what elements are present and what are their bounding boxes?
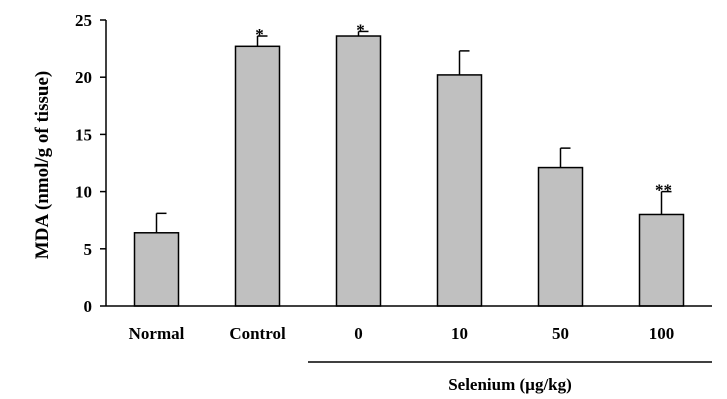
significance-marker: * — [356, 20, 365, 39]
y-tick-label: 10 — [75, 183, 92, 202]
x-tick-label: 100 — [649, 324, 675, 343]
x-tick-label: Normal — [129, 324, 185, 343]
bar-control — [234, 45, 281, 307]
y-tick-label: 15 — [75, 125, 92, 144]
y-tick-label: 20 — [75, 68, 92, 87]
selenium-group-label: Selenium (µg/kg) — [448, 375, 572, 394]
y-tick-label: 5 — [84, 240, 93, 259]
bar-50 — [537, 166, 584, 307]
y-tick-label: 0 — [84, 297, 93, 316]
x-tick-label: 50 — [552, 324, 569, 343]
significance-marker: * — [255, 25, 264, 44]
x-tick-label: Control — [229, 324, 286, 343]
bar-normal — [133, 232, 180, 307]
y-axis-title: MDA (nmol/g of tissue) — [32, 71, 53, 259]
bar-0 — [335, 35, 382, 307]
x-axis-labels: Normal Control 0 10 50 100 — [129, 324, 675, 343]
y-axis-ticks: 0 5 10 15 20 25 — [75, 11, 106, 316]
x-tick-label: 10 — [451, 324, 468, 343]
bar-100 — [638, 213, 685, 307]
significance-marker: ** — [655, 181, 672, 200]
bars: * *** — [133, 20, 685, 307]
bar-10 — [436, 74, 483, 307]
y-tick-label: 25 — [75, 11, 92, 30]
x-tick-label: 0 — [354, 324, 363, 343]
